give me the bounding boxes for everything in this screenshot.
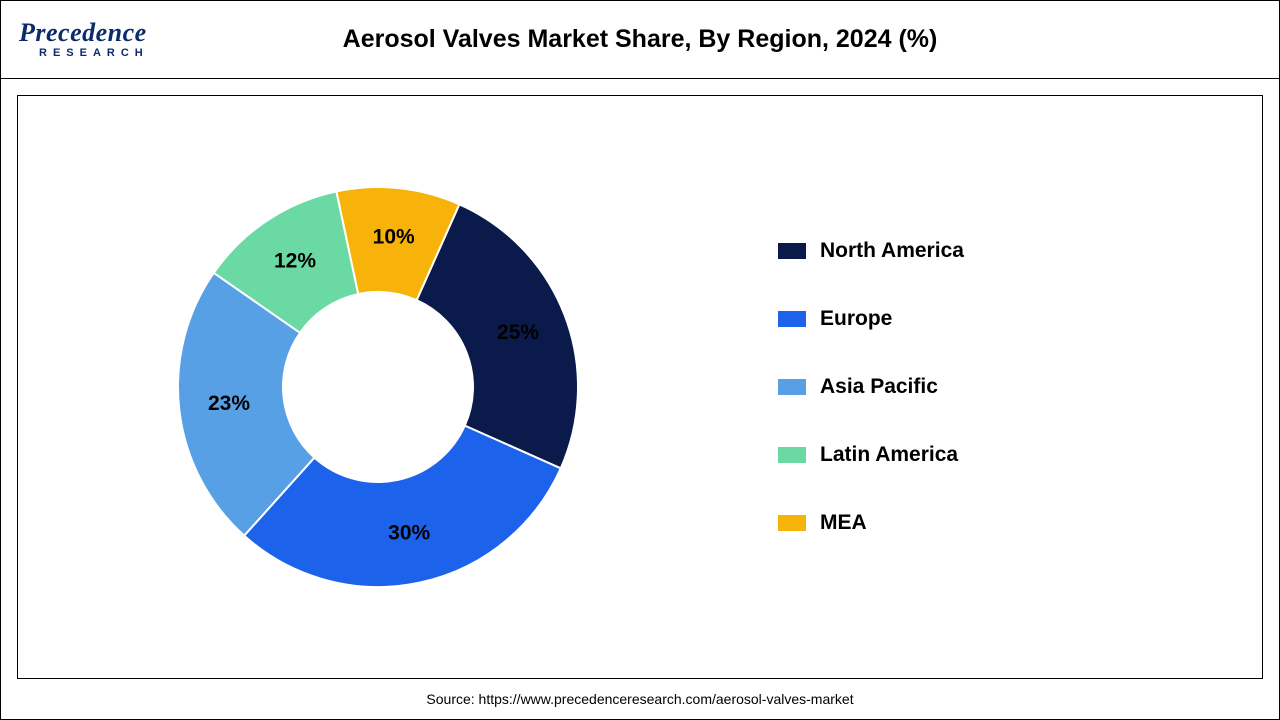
donut-svg: 25% 30% 23% 12% 10% xyxy=(98,107,658,667)
legend-item-3: Latin America xyxy=(778,443,1262,467)
source-line: Source: https://www.precedenceresearch.c… xyxy=(1,691,1279,707)
logo-sub-text: RESEARCH xyxy=(19,48,219,59)
legend-swatch-0 xyxy=(778,243,806,259)
outer-frame: Precedence RESEARCH Aerosol Valves Marke… xyxy=(0,0,1280,720)
legend-label-1: Europe xyxy=(820,307,892,331)
legend-swatch-4 xyxy=(778,515,806,531)
logo: Precedence RESEARCH xyxy=(19,20,219,59)
legend-item-0: North America xyxy=(778,239,1262,263)
legend-item-2: Asia Pacific xyxy=(778,375,1262,399)
slice-label-3: 12% xyxy=(274,250,316,273)
legend-label-2: Asia Pacific xyxy=(820,375,938,399)
chart-row: 25% 30% 23% 12% 10% North America Europe Asia … xyxy=(18,96,1262,678)
legend-label-0: North America xyxy=(820,239,964,263)
slice-label-4: 10% xyxy=(373,225,415,248)
legend-swatch-1 xyxy=(778,311,806,327)
legend-swatch-2 xyxy=(778,379,806,395)
donut-chart: 25% 30% 23% 12% 10% xyxy=(18,96,738,678)
title-wrap: Aerosol Valves Market Share, By Region, … xyxy=(219,25,1061,54)
legend-swatch-3 xyxy=(778,447,806,463)
source-prefix: Source: xyxy=(426,691,478,707)
slice-label-1: 30% xyxy=(388,521,430,544)
source-url: https://www.precedenceresearch.com/aeros… xyxy=(479,691,854,707)
legend: North America Europe Asia Pacific Latin Ame… xyxy=(738,239,1262,535)
legend-label-4: MEA xyxy=(820,511,867,535)
plot-frame: 25% 30% 23% 12% 10% North America Europe Asia … xyxy=(17,95,1263,679)
legend-item-4: MEA xyxy=(778,511,1262,535)
header-row: Precedence RESEARCH Aerosol Valves Marke… xyxy=(1,1,1279,79)
legend-label-3: Latin America xyxy=(820,443,958,467)
chart-title: Aerosol Valves Market Share, By Region, … xyxy=(219,25,1061,54)
logo-main-text: Precedence xyxy=(19,20,219,46)
legend-item-1: Europe xyxy=(778,307,1262,331)
slice-label-0: 25% xyxy=(497,321,539,344)
slice-label-2: 23% xyxy=(208,392,250,415)
